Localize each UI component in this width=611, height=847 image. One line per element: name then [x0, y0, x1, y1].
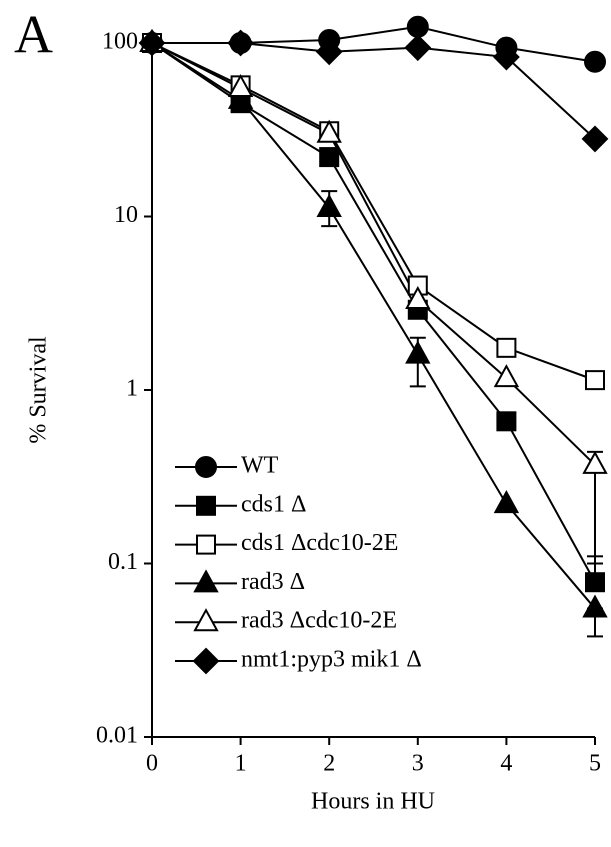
x-tick-label: 2	[323, 751, 335, 777]
x-tick-label: 1	[235, 751, 247, 777]
series-line	[151, 42, 596, 583]
x-tick-label: 3	[412, 751, 424, 777]
y-tick-label: 100	[102, 29, 138, 55]
data-point	[138, 29, 166, 57]
x-tick-label: 0	[146, 751, 158, 777]
legend-marker	[195, 456, 217, 478]
y-tick-label: 0.01	[96, 723, 138, 749]
data-point	[493, 490, 520, 514]
legend-label: cds1 Δ	[241, 491, 306, 517]
series-line	[151, 42, 596, 610]
x-tick-label: 5	[589, 751, 601, 777]
legend-marker	[193, 608, 219, 632]
series-line	[151, 42, 596, 382]
data-point	[315, 38, 343, 66]
x-axis-label: Hours in HU	[311, 789, 435, 815]
panel-label: A	[14, 4, 53, 64]
x-tick-label: 4	[500, 751, 512, 777]
data-point	[406, 15, 429, 38]
series-line	[152, 42, 596, 140]
data-point	[581, 125, 609, 153]
data-point	[316, 193, 342, 217]
data-point	[582, 450, 608, 474]
legend-marker	[196, 495, 216, 516]
data-point	[582, 594, 608, 618]
data-point	[493, 364, 520, 388]
legend-label: rad3 Δcdc10-2E	[241, 608, 397, 634]
legend-marker	[192, 647, 220, 675]
legend-marker	[196, 534, 216, 555]
series-line	[152, 25, 596, 63]
legend-label: rad3 Δ	[241, 569, 305, 595]
data-point	[492, 43, 520, 71]
data-point	[405, 340, 431, 364]
legend-label: cds1 Δcdc10-2E	[241, 530, 398, 556]
y-tick-label: 10	[114, 202, 138, 228]
legend-label: WT	[241, 453, 279, 479]
y-tick-label: 1	[126, 376, 138, 402]
data-point	[319, 147, 340, 168]
data-point	[584, 50, 606, 73]
data-point	[227, 29, 255, 57]
y-axis-label: % Survival	[26, 336, 52, 444]
legend-marker	[193, 569, 219, 593]
data-point	[496, 411, 517, 432]
data-point	[316, 119, 342, 143]
data-point	[496, 337, 517, 358]
data-point	[404, 34, 432, 62]
y-tick-label: 0.1	[108, 549, 138, 575]
data-point	[585, 370, 605, 391]
data-point	[227, 73, 254, 98]
legend-label: nmt1:pyp3 mik1 Δ	[241, 647, 422, 673]
series-line	[151, 42, 596, 466]
data-point	[405, 285, 431, 310]
data-point	[585, 572, 605, 593]
data-point	[227, 85, 254, 109]
